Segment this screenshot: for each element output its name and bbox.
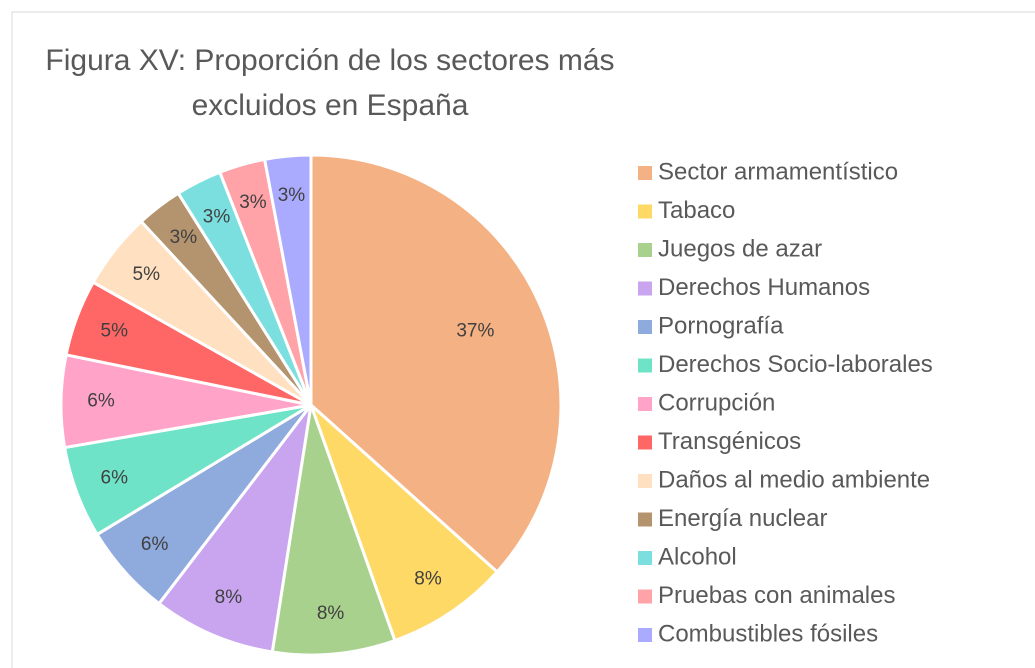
legend-label: Derechos Humanos bbox=[658, 274, 870, 301]
data-label: 3% bbox=[278, 185, 306, 206]
data-label: 3% bbox=[170, 227, 198, 248]
legend-swatch bbox=[638, 512, 652, 527]
legend-label: Pornografía bbox=[658, 312, 784, 339]
data-label: 8% bbox=[215, 587, 243, 608]
legend-swatch bbox=[638, 397, 652, 411]
data-label: 5% bbox=[101, 320, 129, 341]
pie-slice bbox=[309, 153, 563, 575]
data-label: 3% bbox=[239, 192, 267, 213]
legend-swatch bbox=[638, 589, 652, 604]
data-label: 3% bbox=[203, 206, 231, 227]
legend-label: Alcohol bbox=[658, 543, 737, 570]
legend-label: Juegos de azar bbox=[658, 235, 822, 262]
legend-label: Derechos Socio-laborales bbox=[658, 351, 933, 378]
legend-label: Transgénicos bbox=[658, 428, 801, 455]
legend-swatch bbox=[638, 628, 652, 642]
legend-swatch bbox=[638, 358, 652, 373]
legend-swatch bbox=[638, 166, 652, 180]
data-label: 6% bbox=[87, 391, 115, 412]
legend-swatch bbox=[638, 474, 652, 488]
legend-swatch bbox=[638, 320, 652, 334]
legend-swatch bbox=[638, 243, 652, 257]
legend-swatch bbox=[638, 551, 652, 565]
legend-label: Tabaco bbox=[658, 197, 735, 224]
data-label: 6% bbox=[101, 468, 129, 489]
legend-swatch bbox=[638, 204, 652, 219]
legend-label: Daños al medio ambiente bbox=[658, 466, 930, 493]
pie-slice bbox=[262, 153, 313, 406]
legend-swatch bbox=[638, 281, 652, 296]
legend-label: Energía nuclear bbox=[658, 505, 827, 532]
pie-slice bbox=[156, 404, 313, 654]
legend-label: Sector armamentístico bbox=[658, 158, 898, 185]
legend-label: Combustibles fósiles bbox=[658, 620, 878, 647]
data-label: 37% bbox=[456, 321, 494, 342]
legend-label: Pruebas con animales bbox=[658, 582, 895, 609]
chart-title: Figura XV: Proporción de los sectores má… bbox=[45, 44, 615, 122]
legend-label: Corrupción bbox=[658, 389, 775, 416]
data-label: 8% bbox=[317, 603, 345, 624]
data-label: 8% bbox=[414, 568, 442, 589]
legend-swatch bbox=[638, 435, 652, 450]
pie-slice bbox=[309, 403, 500, 643]
data-label: 5% bbox=[133, 264, 161, 285]
pie-slice bbox=[270, 404, 397, 657]
data-label: 6% bbox=[141, 534, 169, 555]
chart-border bbox=[11, 11, 1035, 668]
